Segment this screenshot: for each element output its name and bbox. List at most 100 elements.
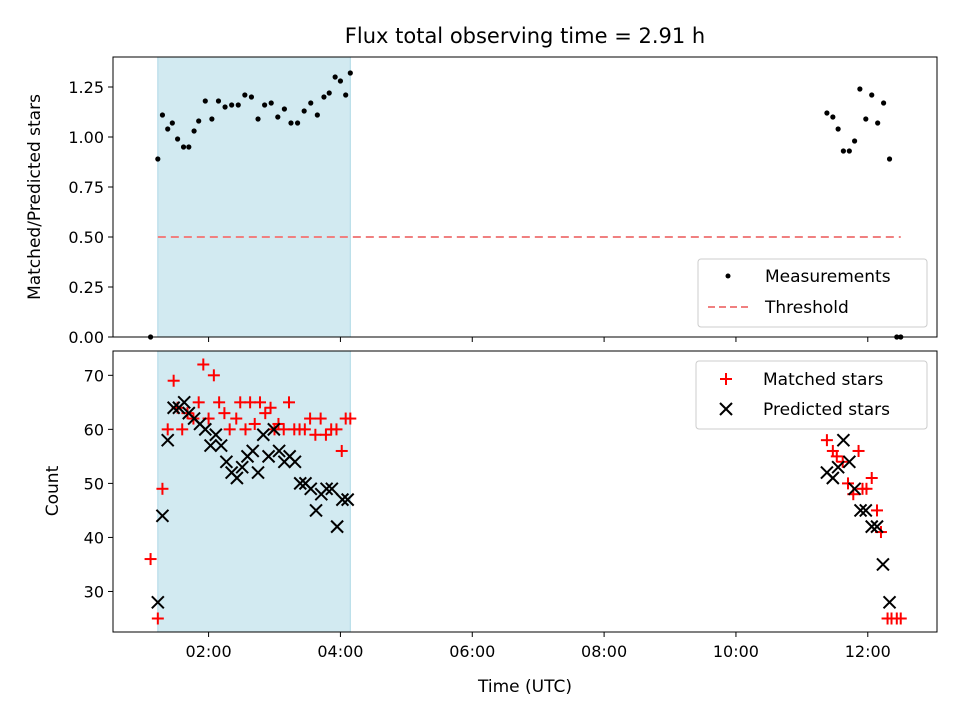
x-tick-label: 04:00: [317, 642, 363, 661]
measurement-point: [196, 118, 202, 124]
measurement-point: [248, 94, 255, 100]
matched-star-point: [264, 401, 277, 414]
measurement-point: [863, 116, 869, 122]
top-y-tick-label: 0.25: [68, 278, 104, 297]
measurement-point: [326, 90, 332, 96]
bottom-legend: Matched stars Predicted stars: [695, 360, 928, 430]
predicted-star-point: [309, 503, 323, 518]
measurement-point: [840, 148, 846, 154]
chart-title: Flux total observing time = 2.91 h: [345, 24, 705, 48]
measurement-point: [857, 86, 863, 92]
matched-star-point: [304, 412, 317, 425]
predicted-star-point: [319, 482, 334, 496]
measurement-point: [835, 126, 841, 132]
x-tick-label: 06:00: [449, 642, 495, 661]
matched-star-point: [283, 396, 296, 409]
measurement-point: [215, 98, 222, 104]
predicted-star-point: [246, 444, 260, 458]
matched-star-point: [298, 423, 311, 436]
top-axes-frame: [112, 56, 938, 338]
predicted-star-point: [836, 433, 851, 447]
predicted-star-point: [304, 482, 318, 496]
top-y-tick-label: 0.00: [68, 328, 104, 347]
predicted-star-point: [870, 519, 884, 534]
matched-star-point: [176, 423, 189, 436]
measurement-point: [229, 102, 235, 108]
measurement-point: [308, 100, 314, 106]
measurement-point: [186, 144, 192, 150]
legend-label-matched: Matched stars: [763, 370, 883, 390]
matched-star-point: [865, 471, 878, 484]
predicted-star-point: [847, 482, 862, 496]
matched-star-point: [192, 396, 205, 409]
predicted-star-point: [865, 519, 879, 534]
bottom-shaded-interval: [157, 350, 351, 633]
matched-star-point: [820, 434, 833, 447]
matched-star-point: [344, 412, 357, 425]
predicted-star-point: [161, 433, 175, 447]
predicted-star-point: [293, 476, 307, 491]
bottom-y-tick-label: 30: [84, 582, 104, 601]
x-tick-label: 08:00: [581, 642, 627, 661]
predicted-star-point: [842, 455, 857, 469]
matched-star-point: [248, 417, 261, 430]
matched-star-point: [161, 423, 174, 436]
matched-star-point: [330, 423, 343, 436]
measurement-point: [180, 144, 187, 150]
measurement-point: [268, 100, 274, 106]
legend-marker-predicted: [719, 402, 733, 416]
top-y-tick-label: 0.50: [68, 228, 104, 247]
legend-marker-measurements: [725, 273, 731, 279]
predicted-star-point: [151, 595, 165, 609]
predicted-star-point: [198, 422, 212, 437]
matched-star-point: [277, 423, 290, 436]
measurement-point: [242, 92, 248, 98]
matched-star-point: [223, 423, 236, 436]
predicted-star-point: [882, 595, 897, 609]
measurement-point: [202, 98, 208, 104]
matched-star-point: [156, 482, 169, 495]
top-y-axis-label: Matched/Predicted stars: [25, 94, 45, 300]
matched-star-point: [860, 482, 873, 495]
measurement-point: [281, 106, 287, 112]
measurement-point: [314, 112, 320, 118]
measurement-point: [869, 92, 875, 98]
predicted-star-point: [235, 460, 249, 474]
matched-star-point: [213, 396, 226, 409]
bottom-y-tick-label: 60: [84, 420, 104, 439]
matched-star-point: [218, 407, 231, 420]
predicted-star-point: [251, 465, 265, 480]
measurement-point: [886, 156, 893, 162]
predicted-star-point: [831, 460, 845, 474]
measurement-point: [191, 128, 197, 134]
top-shaded-interval: [157, 56, 351, 338]
predicted-star-point: [230, 471, 244, 485]
top-y-tick-label: 1.00: [68, 128, 104, 147]
predicted-star-point: [177, 395, 191, 410]
predicted-star-point: [214, 438, 228, 453]
predicted-star-point: [209, 428, 223, 442]
matched-star-point: [167, 374, 180, 387]
matched-star-point: [314, 412, 327, 425]
predicted-star-point: [876, 557, 890, 572]
measurement-point: [337, 78, 344, 84]
top-panel: 0.00 0.25 0.50 0.75 1.00 1.25 Matched/Predict…: [25, 56, 938, 347]
measurement-point: [824, 110, 830, 116]
bottom-y-tick-label: 40: [84, 528, 104, 547]
measurement-point: [235, 102, 241, 108]
bottom-y-tick-label: 70: [84, 366, 104, 385]
top-y-tick-label: 1.25: [68, 78, 104, 97]
x-tick-label: 02:00: [186, 642, 232, 661]
matched-star-point: [239, 423, 252, 436]
matched-star-point: [259, 407, 272, 420]
measurement-point: [347, 70, 353, 76]
top-y-tick-label: 0.75: [68, 178, 104, 197]
measurement-point: [301, 108, 307, 114]
matched-star-point: [197, 358, 210, 371]
measurement-point: [343, 92, 349, 98]
predicted-star-point: [340, 492, 355, 507]
matched-star-point: [309, 428, 322, 441]
bottom-y-tick-label: 50: [84, 474, 104, 493]
measurement-point: [209, 116, 215, 122]
